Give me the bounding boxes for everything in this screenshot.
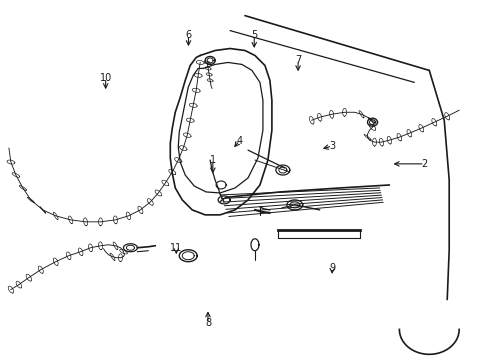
Text: 3: 3 <box>328 141 335 151</box>
Text: 9: 9 <box>328 263 335 273</box>
Text: 1: 1 <box>209 155 216 165</box>
Text: 5: 5 <box>251 30 257 40</box>
Text: 11: 11 <box>170 243 182 253</box>
Text: 10: 10 <box>100 73 112 83</box>
Text: 6: 6 <box>185 30 191 40</box>
Text: 2: 2 <box>421 159 427 169</box>
Text: 7: 7 <box>294 55 301 65</box>
Text: 8: 8 <box>204 319 211 328</box>
Text: 4: 4 <box>236 136 242 145</box>
